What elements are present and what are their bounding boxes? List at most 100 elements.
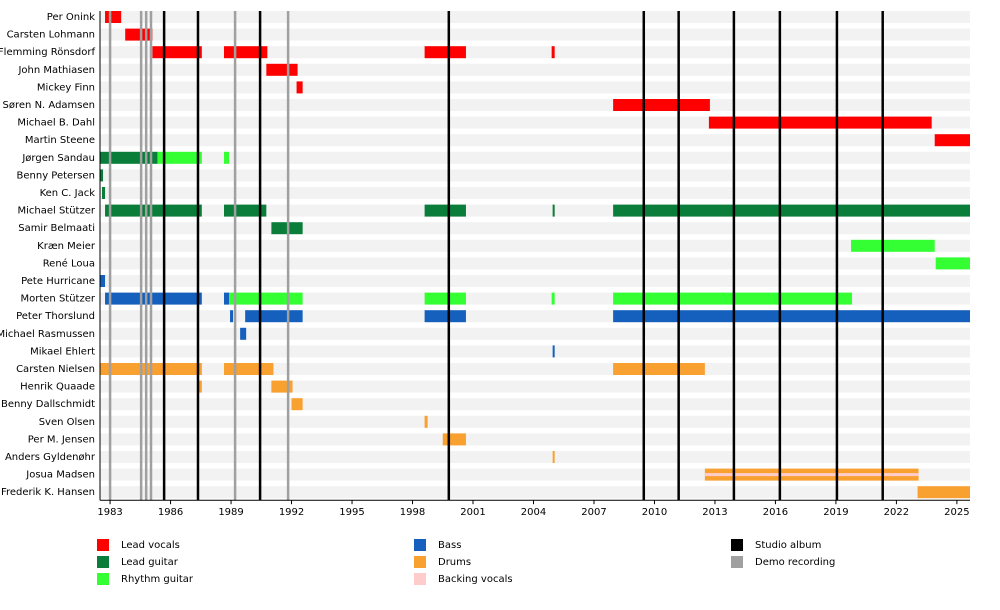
row-band (100, 398, 970, 411)
period-bar (551, 292, 555, 305)
member-name: Michael Stützer (17, 206, 95, 217)
period-bar (157, 151, 202, 164)
x-tick-label: 1995 (339, 507, 364, 518)
legend-label: Rhythm guitar (121, 574, 194, 585)
member-name: Peter Thorslund (16, 311, 95, 322)
period-bar (551, 46, 555, 59)
period-bar (704, 473, 919, 477)
period-bar (240, 327, 247, 340)
period-bar (851, 239, 935, 252)
legend-label: Lead vocals (121, 540, 180, 551)
period-bar (917, 486, 970, 499)
legend-swatch (731, 556, 743, 568)
period-bar (271, 380, 293, 393)
member-name: Søren N. Adamsen (3, 100, 95, 111)
x-tick-label: 2001 (460, 507, 485, 518)
member-name: Morten Stützer (21, 294, 96, 305)
period-bar (100, 169, 104, 182)
period-bar (223, 151, 230, 164)
legend-label: Demo recording (755, 557, 835, 568)
x-tick-label: 2007 (581, 507, 606, 518)
period-bar (613, 363, 705, 375)
member-name: Sven Olsen (39, 417, 95, 428)
row-band (100, 63, 970, 76)
period-bar (613, 99, 710, 111)
period-bar (102, 187, 106, 199)
legend-label: Drums (438, 557, 471, 568)
period-bar (552, 204, 555, 217)
member-name: Michael Rasmussen (0, 329, 95, 340)
period-bar (105, 204, 202, 217)
member-name: Kræn Meier (37, 241, 96, 252)
x-tick-label: 1998 (400, 507, 425, 518)
row-band (100, 451, 970, 463)
row-band (100, 28, 970, 41)
x-tick-label: 2022 (884, 507, 909, 518)
row-band (100, 11, 970, 23)
legend-label: Studio album (755, 540, 821, 551)
period-bar (105, 11, 122, 23)
member-name: John Mathiasen (17, 65, 95, 76)
period-bar (105, 292, 202, 305)
x-tick-label: 1986 (158, 507, 183, 518)
legend-swatch (414, 573, 426, 585)
period-bar (198, 380, 202, 393)
period-bar (424, 292, 466, 305)
member-name: Pete Hurricane (21, 276, 95, 287)
period-bar (100, 275, 106, 287)
x-tick-label: 2004 (521, 507, 546, 518)
period-bar (442, 433, 466, 446)
period-bar (152, 46, 202, 59)
row-band (100, 363, 970, 375)
x-tick-label: 1989 (218, 507, 243, 518)
member-name: Carsten Lohmann (7, 30, 95, 41)
period-bar (223, 363, 274, 375)
legend-swatch (97, 556, 109, 568)
member-name: Carsten Nielsen (16, 364, 95, 375)
x-tick-label: 2013 (702, 507, 727, 518)
member-name: Per M. Jensen (28, 434, 95, 445)
row-band (100, 46, 970, 59)
member-name: Benny Petersen (17, 170, 96, 181)
x-tick-label: 1983 (97, 507, 122, 518)
member-name: Mickey Finn (37, 82, 95, 93)
row-band (100, 275, 970, 287)
member-name: Frederik K. Hansen (1, 487, 95, 498)
x-tick-label: 2010 (642, 507, 667, 518)
member-name: René Loua (43, 257, 95, 269)
row-band (100, 433, 970, 446)
member-name: Benny Dallschmidt (1, 399, 95, 410)
member-name: Mikael Ehlert (30, 346, 95, 357)
period-bar (230, 310, 234, 323)
member-name: Josua Madsen (25, 470, 95, 481)
row-band (100, 81, 970, 94)
period-bar (708, 116, 932, 129)
legend-label: Lead guitar (121, 557, 179, 568)
row-band (100, 187, 970, 199)
period-bar (613, 292, 853, 305)
member-name: Ken C. Jack (40, 188, 96, 199)
period-bar (935, 257, 970, 270)
x-tick-label: 1992 (279, 507, 304, 518)
legend-swatch (731, 539, 743, 551)
period-bar (552, 451, 555, 463)
legend-swatch (97, 539, 109, 551)
legend-swatch (414, 556, 426, 568)
member-name: Per Onink (47, 12, 95, 23)
member-name: Jørgen Sandau (21, 153, 95, 164)
period-bar (424, 204, 466, 217)
row-band (100, 134, 970, 147)
period-bar (424, 310, 466, 323)
period-bar (934, 134, 970, 147)
period-bar (245, 310, 303, 323)
row-band (100, 239, 970, 252)
legend-label: Backing vocals (438, 574, 513, 585)
row-band (100, 415, 970, 428)
legend-swatch (97, 573, 109, 585)
member-name: Flemming Rönsdorf (0, 47, 95, 58)
legend-swatch (414, 539, 426, 551)
period-bar (613, 204, 970, 217)
period-bar (424, 46, 466, 59)
legend-label: Bass (438, 540, 461, 551)
